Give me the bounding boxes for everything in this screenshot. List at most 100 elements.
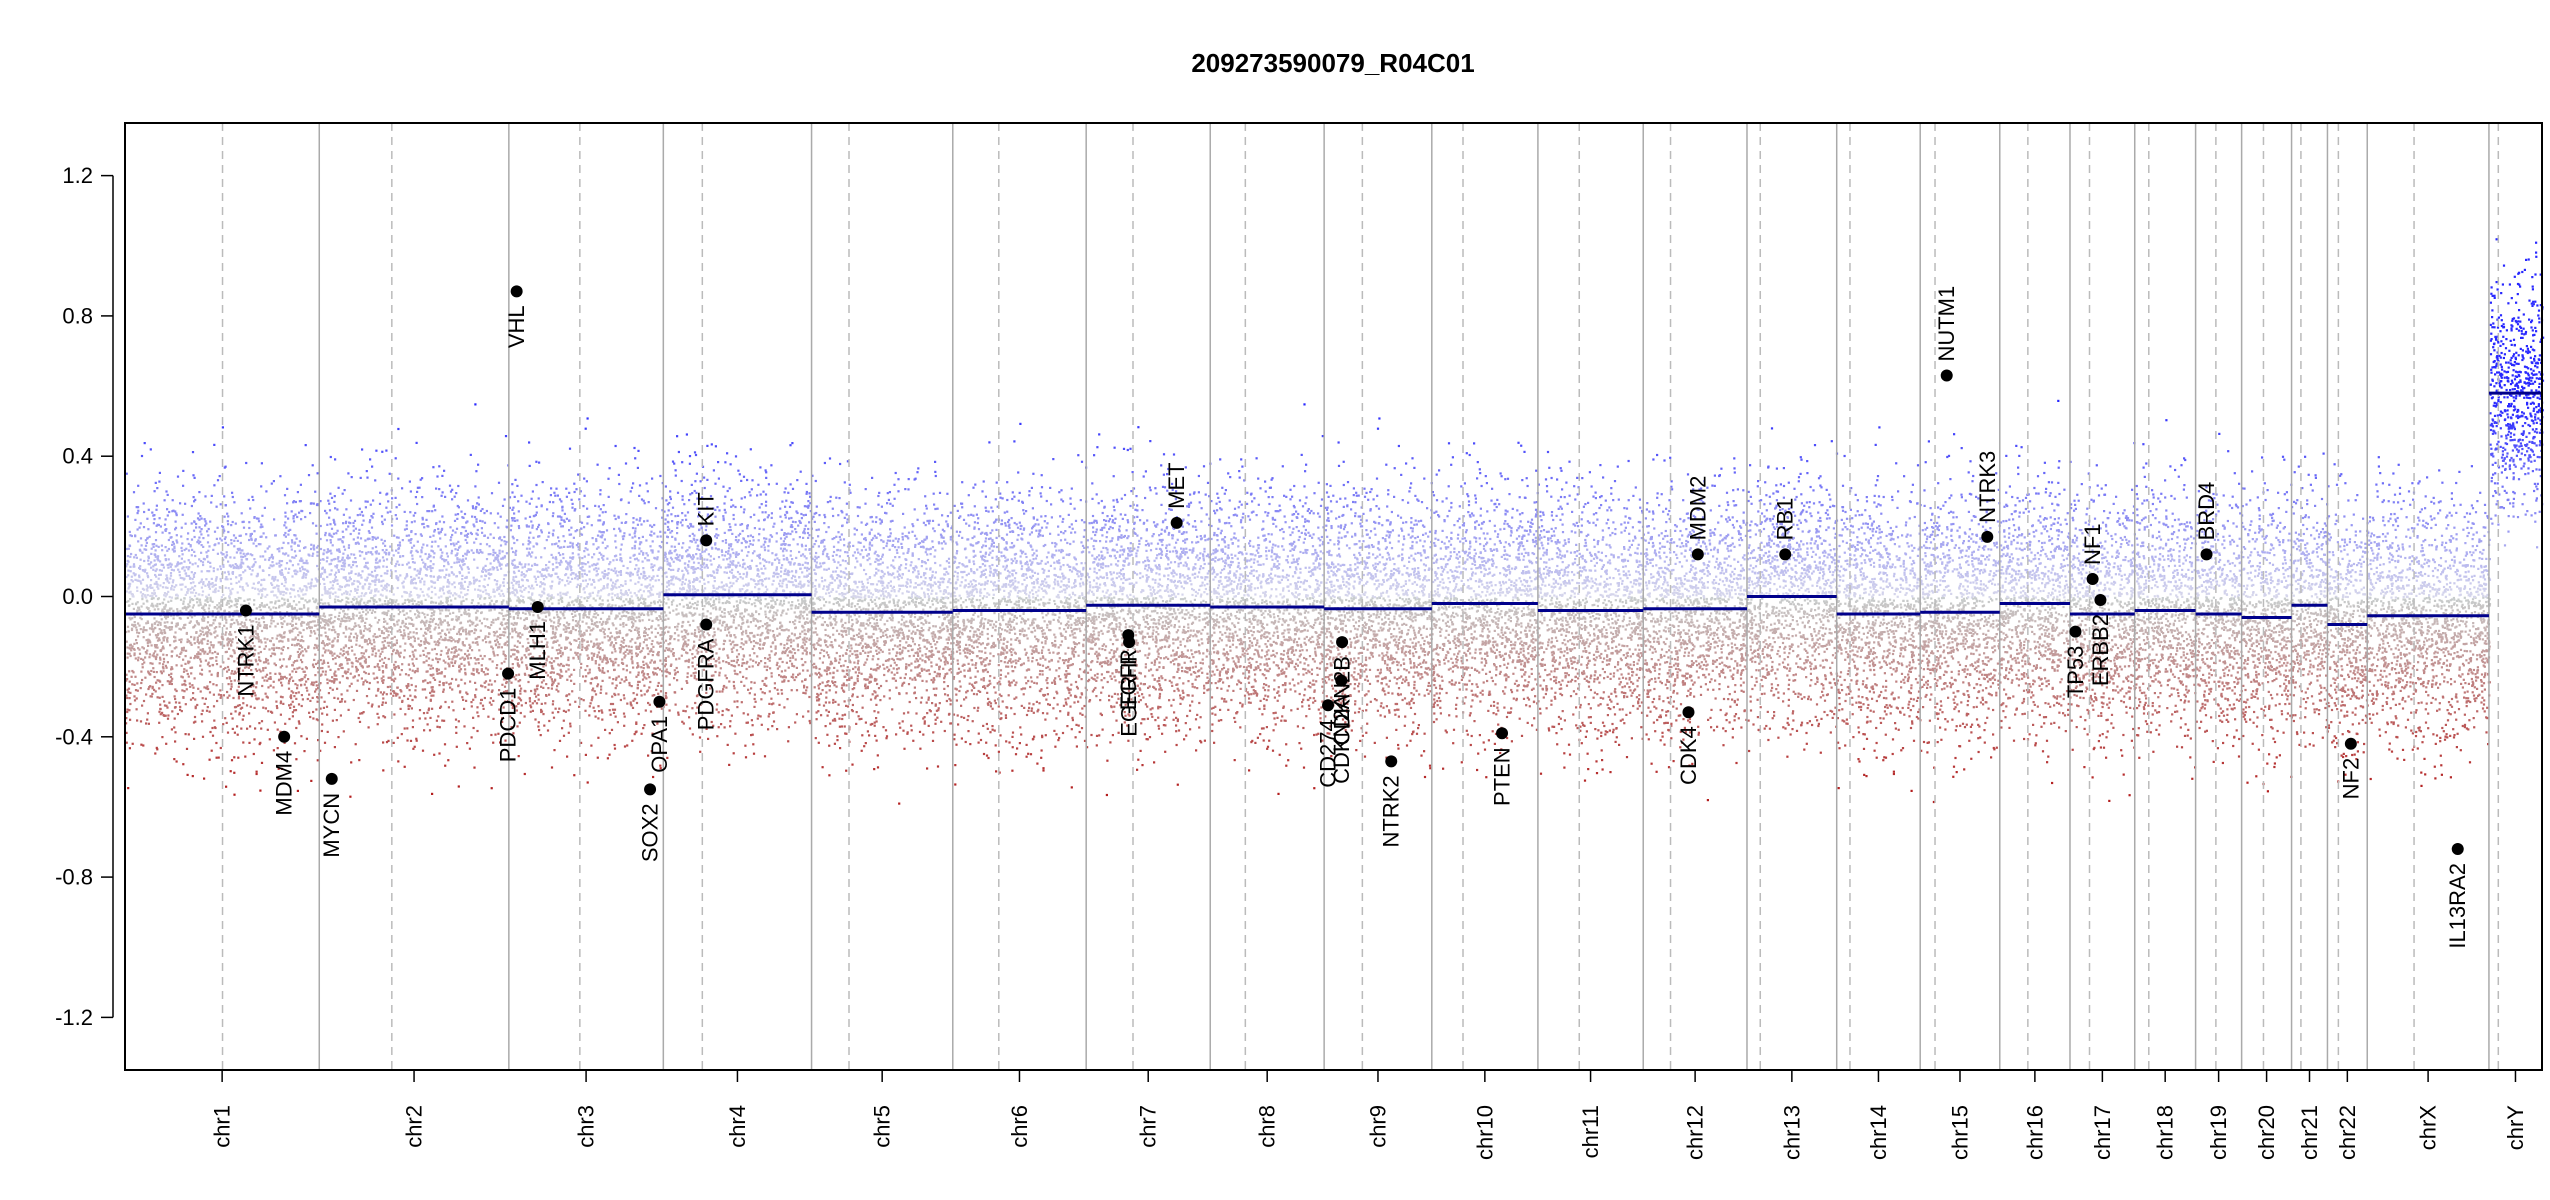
probe-point [270, 685, 272, 687]
probe-point [412, 651, 414, 653]
probe-point [147, 712, 149, 714]
probe-point [286, 606, 288, 608]
probe-point [146, 538, 148, 540]
probe-point [223, 625, 225, 627]
probe-point [311, 579, 313, 581]
probe-point [147, 528, 149, 530]
probe-point [156, 636, 158, 638]
probe-point [163, 700, 165, 702]
probe-point [260, 524, 262, 526]
probe-point [183, 668, 185, 670]
probe-point [142, 659, 144, 661]
probe-point [280, 714, 282, 716]
probe-point [382, 580, 384, 582]
probe-point [179, 706, 181, 708]
probe-point [130, 655, 132, 657]
probe-point [423, 654, 425, 656]
probe-point [268, 545, 270, 547]
probe-point [460, 663, 462, 665]
probe-point [417, 570, 419, 572]
probe-point [356, 565, 358, 567]
probe-point [323, 579, 325, 581]
probe-point [311, 555, 313, 557]
probe-point [252, 499, 254, 501]
probe-point [444, 534, 446, 536]
probe-point [368, 538, 370, 540]
probe-point [182, 763, 184, 765]
probe-point [382, 665, 384, 667]
probe-point [478, 552, 480, 554]
probe-point [230, 539, 232, 541]
probe-point [351, 570, 353, 572]
probe-point [390, 693, 392, 695]
probe-point [134, 621, 136, 623]
probe-point [134, 579, 136, 581]
probe-point [358, 717, 360, 719]
probe-point [158, 574, 160, 576]
probe-point [382, 589, 384, 591]
probe-point [208, 594, 210, 596]
probe-point [141, 544, 143, 546]
probe-point [253, 738, 255, 740]
probe-point [474, 694, 476, 696]
probe-point [365, 565, 367, 567]
probe-point [316, 533, 318, 535]
probe-point [206, 556, 208, 558]
probe-point [248, 521, 250, 523]
probe-point [343, 632, 345, 634]
probe-point [417, 670, 419, 672]
probe-point [345, 508, 347, 510]
probe-point [128, 605, 130, 607]
probe-point [488, 577, 490, 579]
probe-point [208, 545, 210, 547]
probe-point [190, 699, 192, 701]
probe-point [306, 627, 308, 629]
probe-point [500, 568, 502, 570]
probe-point [350, 533, 352, 535]
probe-point [188, 605, 190, 607]
probe-point [156, 748, 158, 750]
probe-point [454, 598, 456, 600]
probe-point [366, 639, 368, 641]
probe-point [157, 640, 159, 642]
probe-point [172, 499, 174, 501]
probe-point [145, 722, 147, 724]
probe-point [288, 568, 290, 570]
probe-point [377, 723, 379, 725]
probe-point [156, 647, 158, 649]
probe-point [139, 653, 141, 655]
probe-point [135, 689, 137, 691]
probe-point [205, 633, 207, 635]
probe-point [499, 552, 501, 554]
probe-point [211, 750, 213, 752]
probe-point [411, 707, 413, 709]
probe-point [359, 721, 361, 723]
probe-point [465, 558, 467, 560]
probe-point [475, 642, 477, 644]
probe-point [361, 448, 363, 450]
probe-point [440, 531, 442, 533]
probe-point [137, 510, 139, 512]
probe-point [277, 729, 279, 731]
probe-point [326, 512, 328, 514]
probe-point [378, 619, 380, 621]
probe-point [226, 691, 228, 693]
probe-point [500, 516, 502, 518]
probe-point [411, 699, 413, 701]
probe-point [476, 567, 478, 569]
probe-point [207, 640, 209, 642]
probe-point [167, 567, 169, 569]
probe-point [298, 601, 300, 603]
probe-point [443, 470, 445, 472]
probe-point [269, 640, 271, 642]
probe-point [230, 583, 232, 585]
probe-point [382, 741, 384, 743]
probe-point [373, 639, 375, 641]
probe-point [289, 707, 291, 709]
probe-point [205, 604, 207, 606]
probe-point [244, 569, 246, 571]
probe-point [202, 583, 204, 585]
probe-point [192, 692, 194, 694]
probe-point [155, 482, 157, 484]
probe-point [162, 670, 164, 672]
